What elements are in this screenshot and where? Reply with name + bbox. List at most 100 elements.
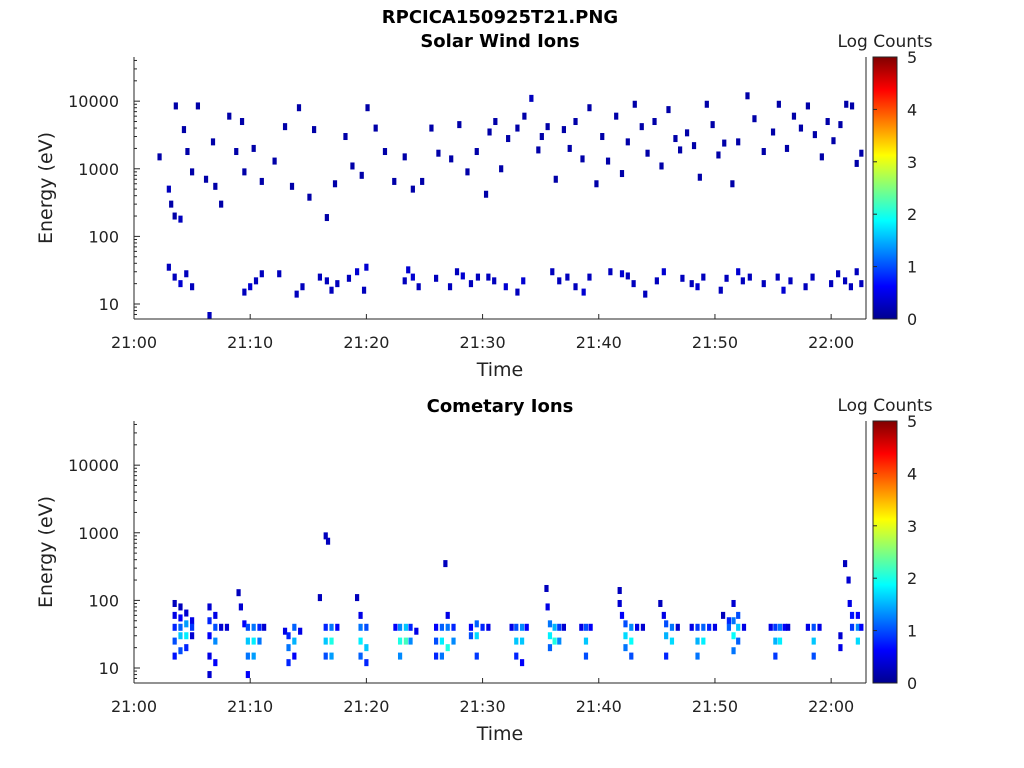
data-pixel: [451, 637, 456, 645]
data-pixel: [583, 652, 589, 660]
data-pixel: [224, 623, 230, 631]
data-pixel: [695, 652, 700, 660]
data-pixel: [838, 644, 843, 652]
data-pixel: [329, 637, 334, 645]
data-pixel: [166, 185, 171, 193]
data-pixel: [557, 277, 562, 285]
data-pixel: [242, 168, 247, 176]
data-pixel: [207, 603, 212, 611]
x-tick-label: 21:20: [343, 333, 389, 352]
data-pixel: [847, 599, 852, 607]
x-tick-label: 21:00: [111, 697, 157, 716]
data-pixel: [238, 603, 243, 611]
data-pixel: [166, 263, 171, 271]
data-pixel: [704, 100, 709, 108]
data-pixel: [581, 288, 586, 296]
data-pixel: [608, 268, 613, 276]
data-pixel: [561, 623, 567, 631]
data-pixel: [617, 599, 622, 607]
data-pixel: [639, 123, 644, 131]
data-pixel: [354, 594, 360, 602]
data-pixel: [810, 273, 815, 281]
data-pixel: [443, 560, 448, 568]
data-pixel: [189, 168, 195, 176]
data-pixel: [286, 644, 291, 652]
data-pixel: [849, 611, 855, 619]
data-pixel: [752, 115, 757, 123]
data-pixel: [251, 637, 256, 645]
data-pixel: [178, 215, 183, 223]
data-pixel: [189, 617, 195, 625]
data-pixel: [207, 312, 212, 319]
colorbar-label: Log Counts: [837, 396, 932, 416]
data-pixel: [213, 611, 218, 619]
data-pixel: [629, 637, 634, 645]
data-pixel: [625, 272, 630, 280]
data-pixel: [736, 611, 741, 619]
data-pixel: [468, 632, 474, 640]
data-pixel: [664, 652, 669, 660]
data-pixel: [323, 637, 328, 645]
data-pixel: [292, 637, 297, 645]
data-pixel: [365, 104, 370, 112]
data-pixel: [408, 623, 413, 631]
data-pixel: [364, 263, 369, 271]
data-pixel: [817, 623, 822, 631]
data-pixel: [178, 614, 183, 622]
y-axis-label: Energy (eV): [35, 132, 57, 244]
data-pixel: [684, 129, 690, 137]
data-pixel: [675, 623, 680, 631]
data-pixel: [547, 620, 553, 628]
data-pixel: [173, 102, 178, 110]
data-pixel: [433, 623, 439, 631]
data-pixel: [521, 277, 526, 285]
data-pixel: [416, 283, 421, 291]
data-pixel: [475, 273, 481, 281]
colorbar-tick-label: 0: [907, 310, 917, 329]
data-pixel: [480, 623, 485, 631]
y-axis-label: Energy (eV): [35, 496, 57, 608]
x-tick-label: 21:00: [111, 333, 157, 352]
data-pixel: [619, 270, 625, 278]
data-pixel: [184, 270, 189, 278]
data-pixel: [545, 123, 550, 131]
data-pixel: [600, 133, 605, 141]
data-pixel: [677, 146, 683, 154]
data-pixel: [583, 623, 589, 631]
data-pixel: [669, 623, 675, 631]
data-pixel: [468, 280, 474, 288]
y-tick-label: 10000: [68, 92, 119, 111]
colorbar-label: Log Counts: [837, 32, 932, 52]
x-tick-label: 21:30: [460, 333, 506, 352]
data-pixel: [189, 623, 195, 631]
data-pixel: [245, 671, 250, 679]
data-pixel: [325, 537, 331, 545]
data-pixel: [731, 647, 736, 655]
data-pixel: [777, 637, 783, 645]
data-pixel: [775, 273, 780, 281]
data-pixel: [811, 637, 816, 645]
data-pixel: [722, 139, 727, 147]
data-pixel: [210, 138, 216, 146]
data-pixel: [172, 212, 177, 220]
data-pixel: [859, 623, 864, 631]
chart-title-solar-wind: Solar Wind Ions: [420, 31, 580, 52]
data-pixel: [838, 632, 843, 640]
data-pixel: [659, 162, 664, 170]
data-pixel: [354, 268, 360, 276]
data-pixel: [189, 632, 195, 640]
data-pixel: [253, 277, 259, 285]
colorbar-tick-label: 4: [907, 464, 917, 483]
data-pixel: [782, 623, 787, 631]
y-tick-label: 100: [88, 591, 119, 610]
data-pixel: [550, 268, 555, 276]
data-pixel: [842, 560, 848, 568]
data-pixel: [619, 611, 625, 619]
data-pixel: [567, 144, 572, 152]
data-pixel: [277, 270, 282, 278]
data-pixel: [629, 623, 634, 631]
data-pixel: [242, 620, 247, 628]
data-pixel: [203, 175, 209, 183]
data-pixel: [282, 123, 288, 131]
